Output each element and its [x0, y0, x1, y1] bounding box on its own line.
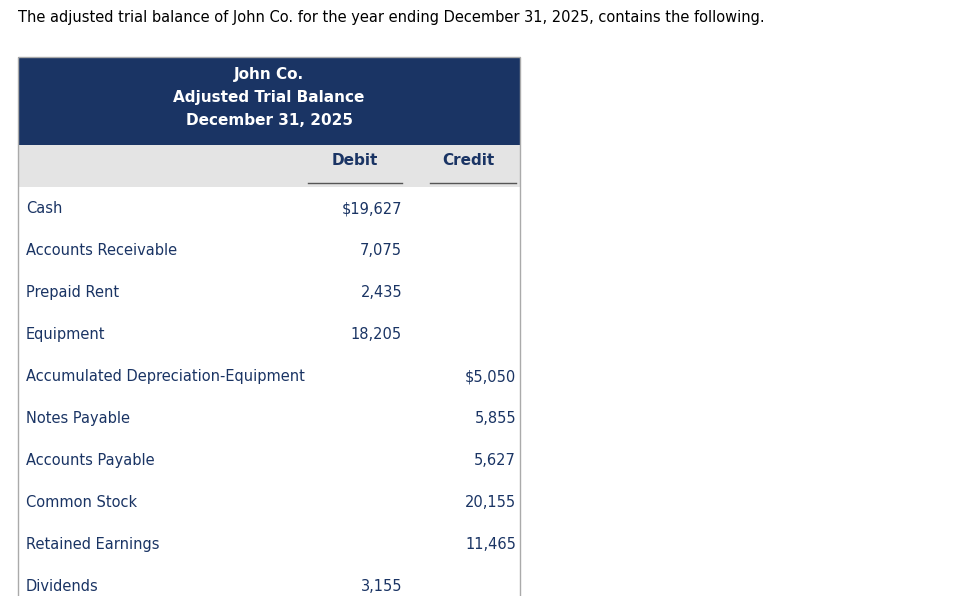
Text: Notes Payable: Notes Payable: [26, 411, 130, 426]
Text: $5,050: $5,050: [464, 369, 516, 384]
Text: December 31, 2025: December 31, 2025: [185, 113, 352, 128]
Text: 5,627: 5,627: [474, 453, 516, 468]
Text: 18,205: 18,205: [351, 327, 401, 342]
Text: Adjusted Trial Balance: Adjusted Trial Balance: [173, 90, 364, 105]
Text: 11,465: 11,465: [465, 537, 516, 552]
Text: John Co.: John Co.: [233, 67, 304, 82]
Text: $19,627: $19,627: [341, 201, 401, 216]
Text: Credit: Credit: [441, 153, 494, 168]
Text: Common Stock: Common Stock: [26, 495, 137, 510]
Text: Accounts Receivable: Accounts Receivable: [26, 243, 177, 258]
Text: The adjusted trial balance of John Co. for the year ending December 31, 2025, co: The adjusted trial balance of John Co. f…: [18, 10, 763, 25]
Text: Prepaid Rent: Prepaid Rent: [26, 285, 119, 300]
Text: Equipment: Equipment: [26, 327, 106, 342]
Text: 5,855: 5,855: [474, 411, 516, 426]
Text: 3,155: 3,155: [360, 579, 401, 594]
Text: 7,075: 7,075: [359, 243, 401, 258]
Text: Dividends: Dividends: [26, 579, 99, 594]
Text: Accumulated Depreciation-Equipment: Accumulated Depreciation-Equipment: [26, 369, 305, 384]
Text: Accounts Payable: Accounts Payable: [26, 453, 154, 468]
Text: Cash: Cash: [26, 201, 62, 216]
Text: Debit: Debit: [332, 153, 377, 168]
Text: 2,435: 2,435: [360, 285, 401, 300]
Text: Retained Earnings: Retained Earnings: [26, 537, 159, 552]
Text: 20,155: 20,155: [464, 495, 516, 510]
